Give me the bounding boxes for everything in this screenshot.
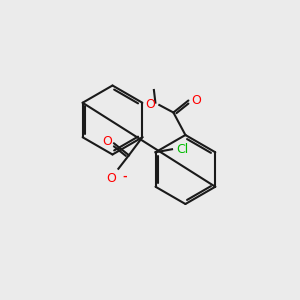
Text: O: O [103, 135, 112, 148]
Text: -: - [122, 172, 127, 182]
Text: O: O [191, 94, 201, 107]
Text: O: O [106, 172, 116, 185]
Text: Cl: Cl [176, 143, 189, 156]
Text: O: O [146, 98, 155, 112]
